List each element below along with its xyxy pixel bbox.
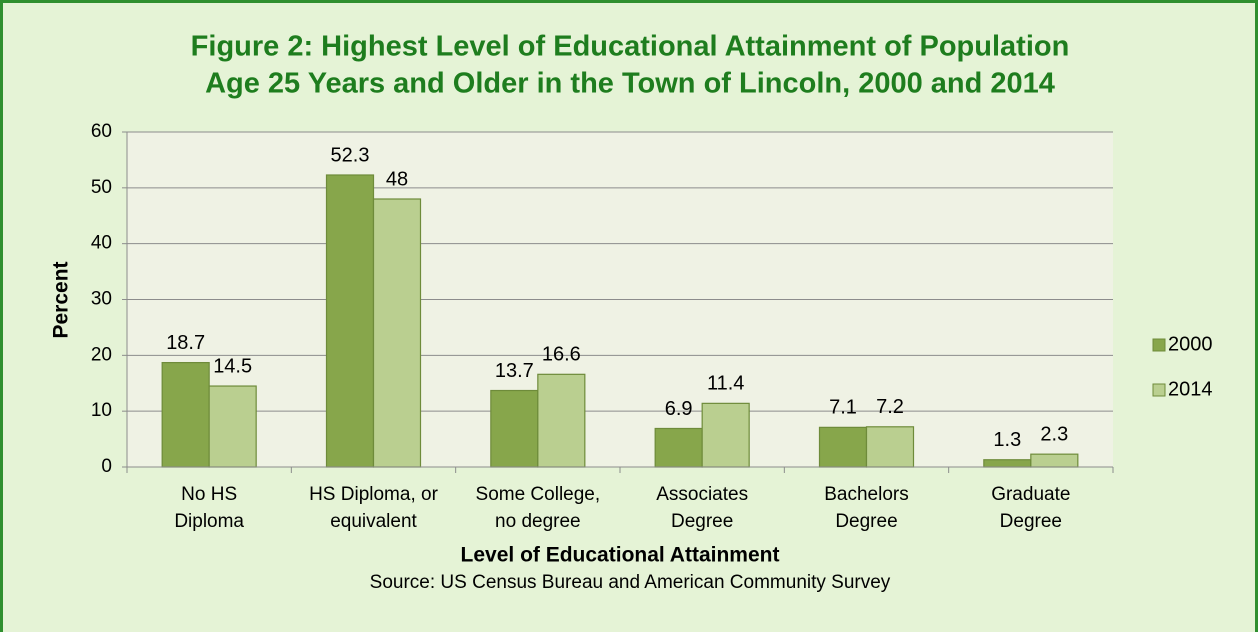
legend-swatch <box>1152 338 1166 352</box>
bar <box>865 426 915 468</box>
y-tick-label: 20 <box>91 344 112 365</box>
data-label: 13.7 <box>495 360 534 382</box>
bar <box>325 174 375 468</box>
x-tick-label: Degree <box>835 511 897 532</box>
x-tick-label: no degree <box>495 511 581 532</box>
y-tick-label: 40 <box>91 233 112 254</box>
legend-swatch <box>1152 383 1166 397</box>
bar <box>818 426 868 468</box>
bar <box>208 385 257 468</box>
x-tick-label: Diploma <box>174 511 244 532</box>
x-tick-label: equivalent <box>330 511 417 532</box>
data-label: 48 <box>386 168 408 190</box>
legend-label: 2000 <box>1168 333 1213 355</box>
y-axis-title: Percent <box>50 261 73 338</box>
data-label: 16.6 <box>542 344 581 366</box>
x-tick-label: Degree <box>1000 511 1062 532</box>
bar <box>654 427 703 468</box>
chart-title: Figure 2: Highest Level of Educational A… <box>191 31 1070 63</box>
data-label: 2.3 <box>1040 423 1068 445</box>
bar <box>537 373 586 468</box>
x-tick-label: Some College, <box>476 484 601 505</box>
bar <box>490 389 539 468</box>
legend-label: 2014 <box>1168 378 1213 400</box>
bar <box>372 198 422 468</box>
data-label: 11.4 <box>707 373 744 395</box>
x-tick-label: No HS <box>181 484 237 505</box>
data-label: 6.9 <box>665 398 693 420</box>
y-tick-label: 60 <box>91 121 112 142</box>
data-label: 1.3 <box>993 429 1021 451</box>
data-label: 7.2 <box>876 396 904 418</box>
x-tick-label: HS Diploma, or <box>309 484 438 505</box>
data-label: 52.3 <box>331 144 370 166</box>
source: Source: US Census Bureau and American Co… <box>370 572 891 593</box>
x-tick-label: Graduate <box>991 484 1070 505</box>
x-axis-title: Level of Educational Attainment <box>461 544 780 567</box>
data-label: 7.1 <box>829 397 857 419</box>
x-tick-label: Associates <box>656 484 748 505</box>
y-tick-label: 0 <box>101 456 112 477</box>
x-tick-label: Degree <box>671 511 733 532</box>
bar <box>983 459 1032 468</box>
y-tick-label: 50 <box>91 177 112 198</box>
bar <box>1030 453 1079 468</box>
chart-title: Age 25 Years and Older in the Town of Li… <box>205 68 1055 100</box>
y-tick-label: 10 <box>91 400 112 421</box>
bar <box>701 402 750 468</box>
y-tick-label: 30 <box>91 289 112 310</box>
data-label: 18.7 <box>166 332 205 354</box>
x-tick-label: Bachelors <box>824 484 909 505</box>
data-label: 14.5 <box>213 355 252 377</box>
bar <box>161 361 210 468</box>
